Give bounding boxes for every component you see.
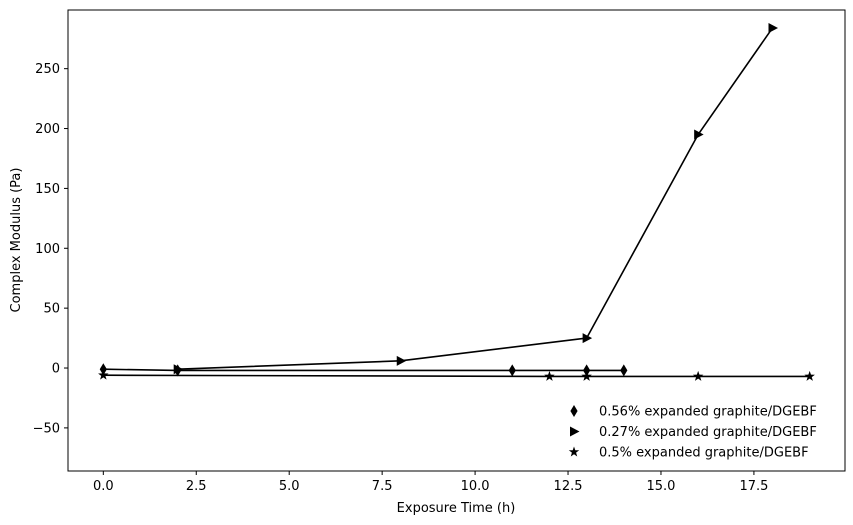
data-point [804,370,815,381]
legend: 0.56% expanded graphite/DGEBF 0.27% expan… [568,405,817,461]
y-axis-title: Complex Modulus (Pa) [9,168,24,313]
legend-item: 0.56% expanded graphite/DGEBF [570,405,817,420]
y-tick-label: 150 [35,182,60,197]
data-point [694,129,704,140]
legend-label: 0.56% expanded graphite/DGEBF [599,405,817,420]
data-point [508,364,516,377]
legend-item: 0.5% expanded graphite/DGEBF [568,446,809,461]
data-point [99,363,107,376]
y-axis: −50 0 50 100 150 200 250 [33,62,68,436]
x-tick-label: 0.0 [93,479,114,494]
series-2 [173,22,779,375]
data-point [396,355,407,366]
y-tick-label: 50 [43,302,60,317]
legend-label: 0.27% expanded graphite/DGEBF [599,425,817,440]
legend-marker [570,405,578,417]
data-point [582,333,593,344]
x-tick-label: 17.5 [739,479,768,494]
x-tick-label: 2.5 [186,479,207,494]
y-tick-label: −50 [33,421,60,436]
data-point [583,364,591,377]
x-axis-title: Exposure Time (h) [397,501,516,516]
legend-label: 0.5% expanded graphite/DGEBF [599,446,809,461]
x-axis: 0.0 2.5 5.0 7.5 10.0 12.5 15.0 17.5 [93,471,768,494]
y-tick-label: 250 [35,62,60,77]
data-point [581,370,592,381]
series-3 [98,369,815,381]
data-point [620,364,628,377]
y-tick-label: 0 [52,362,60,377]
plot-area [68,10,845,471]
y-tick-label: 100 [35,242,60,257]
x-tick-label: 15.0 [646,479,675,494]
data-point [768,22,779,33]
data-point [692,370,704,381]
data-point [98,369,109,380]
series-1 [99,363,628,377]
legend-marker [568,446,580,457]
x-tick-label: 7.5 [372,479,393,494]
x-tick-label: 12.5 [554,479,583,494]
x-tick-label: 5.0 [279,479,300,494]
y-tick-label: 200 [35,122,60,137]
data-point [173,364,184,375]
legend-item: 0.27% expanded graphite/DGEBF [570,425,817,440]
legend-marker [570,426,580,437]
series-layer [98,22,815,381]
plot-frame [67,9,846,472]
data-point [544,370,555,381]
x-tick-label: 10.0 [461,479,490,494]
